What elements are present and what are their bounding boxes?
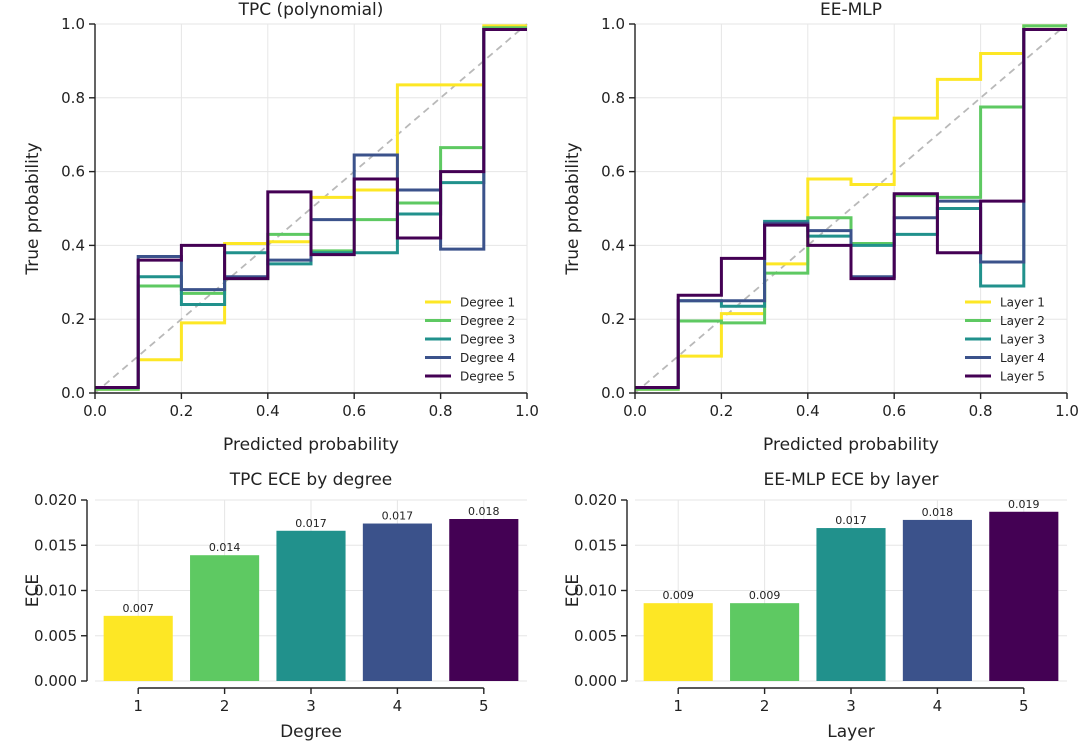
y-tick-label: 0.010 [34,582,77,600]
x-tick-label: 4 [933,697,943,715]
x-tick-label: 0.8 [429,402,453,420]
y-tick-label: 1.0 [601,15,625,33]
x-tick-label: 1.0 [515,402,539,420]
bar-data-label: 0.009 [749,589,781,602]
x-tick-label: 0.8 [969,402,993,420]
x-tick-label: 1.0 [1055,402,1079,420]
bar-data-label: 0.017 [382,510,414,523]
x-tick-label: 0.2 [169,402,193,420]
ece-bar-panel-3: 0.009 0.009 0.017 0.018 0.019 0.000 0.005 0.010… [563,470,1067,742]
bar-1 [643,603,713,681]
bar-4 [902,519,972,681]
legend-label: Degree 2 [460,314,515,328]
bar-5 [449,519,519,681]
y-tick-label: 0.005 [34,627,77,645]
bar-data-label: 0.018 [922,506,954,519]
x-axis-title: Predicted probability [223,435,399,455]
y-tick-label: 0.4 [61,236,85,254]
bar-data-label: 0.017 [835,514,867,527]
bar-4 [362,523,432,681]
x-tick-label: 3 [846,697,856,715]
bar-3 [816,528,886,681]
legend-label: Layer 4 [1000,351,1045,365]
legend-label: Layer 1 [1000,296,1045,310]
x-tick-label: 3 [306,697,316,715]
y-tick-label: 0.8 [61,89,85,107]
y-tick-label: 0.0 [601,384,625,402]
chart-title: EE-MLP ECE by layer [763,470,938,490]
y-tick-label: 0.015 [34,536,77,554]
x-tick-label: 0.0 [83,402,107,420]
calibration-panel-0: 0.00.0 0.2 0.2 0.4 0.4 0.6 0.6 0.8 0.8 1.0 1.0 TPC … [23,0,539,455]
y-tick-label: 0.4 [601,236,625,254]
ece-bar-panel-2: 0.007 0.014 0.017 0.017 0.018 0.000 0.005 0.010… [23,470,527,742]
chart-title: TPC ECE by degree [229,470,393,490]
legend-label: Layer 3 [1000,333,1045,347]
x-axis-title: Layer [827,722,874,742]
x-axis-title: Predicted probability [763,435,939,455]
y-tick-label: 0.005 [574,627,617,645]
y-tick-label: 0.2 [61,310,85,328]
x-tick-label: 1 [673,697,683,715]
bar-data-label: 0.007 [122,602,154,615]
x-tick-label: 2 [760,697,770,715]
legend-label: Degree 3 [460,333,515,347]
calibration-panel-1: 0.00.0 0.2 0.2 0.4 0.4 0.6 0.6 0.8 0.8 1.0 1.0 EE-M… [563,0,1079,455]
legend: Degree 1 Degree 2 Degree 3 Degree 4 Degree 5 [425,296,515,384]
x-tick-label: 5 [1019,697,1029,715]
bar-data-label: 0.014 [209,541,241,554]
bar-3 [276,530,346,681]
y-tick-label: 0.000 [574,672,617,690]
y-axis-title: True probability [23,142,43,275]
legend-label: Layer 5 [1000,370,1045,384]
x-tick-label: 0.2 [709,402,733,420]
x-tick-label: 0.4 [796,402,820,420]
y-axis-title: True probability [563,142,583,275]
x-tick-label: 0.0 [623,402,647,420]
y-tick-label: 0.010 [574,582,617,600]
y-tick-label: 0.0 [61,384,85,402]
bar-data-label: 0.019 [1008,498,1040,511]
y-tick-label: 0.020 [574,491,617,509]
x-tick-label: 5 [479,697,489,715]
legend: Layer 1 Layer 2 Layer 3 Layer 4 Layer 5 [965,296,1045,384]
chart-title: TPC (polynomial) [238,0,384,20]
x-tick-label: 4 [393,697,403,715]
y-tick-label: 0.2 [601,310,625,328]
y-tick-label: 0.020 [34,491,77,509]
x-tick-label: 0.6 [882,402,906,420]
bar-1 [103,615,173,681]
bar-5 [989,511,1059,681]
series-line-5 [635,28,1067,389]
legend-label: Degree 5 [460,370,515,384]
x-tick-label: 1 [133,697,143,715]
y-tick-label: 0.000 [34,672,77,690]
y-tick-label: 0.015 [574,536,617,554]
y-tick-label: 1.0 [61,15,85,33]
x-tick-label: 0.6 [342,402,366,420]
y-tick-label: 0.6 [601,163,625,181]
y-axis-title: ECE [563,574,583,607]
bar-data-label: 0.017 [295,517,327,530]
legend-label: Degree 4 [460,351,515,365]
x-tick-label: 2 [220,697,230,715]
chart-title: EE-MLP [820,0,882,20]
y-axis-title: ECE [23,574,43,607]
series-line-5 [95,28,527,389]
bar-2 [190,555,260,681]
bar-data-label: 0.009 [662,589,694,602]
x-axis-title: Degree [280,722,342,742]
bar-2 [730,603,800,681]
legend-label: Layer 2 [1000,314,1045,328]
series-line-1 [635,24,1067,391]
legend-label: Degree 1 [460,296,515,310]
bar-data-label: 0.018 [468,505,500,518]
x-tick-label: 0.4 [256,402,280,420]
y-tick-label: 0.6 [61,163,85,181]
y-tick-label: 0.8 [601,89,625,107]
perfect-calibration-line [634,23,1068,394]
